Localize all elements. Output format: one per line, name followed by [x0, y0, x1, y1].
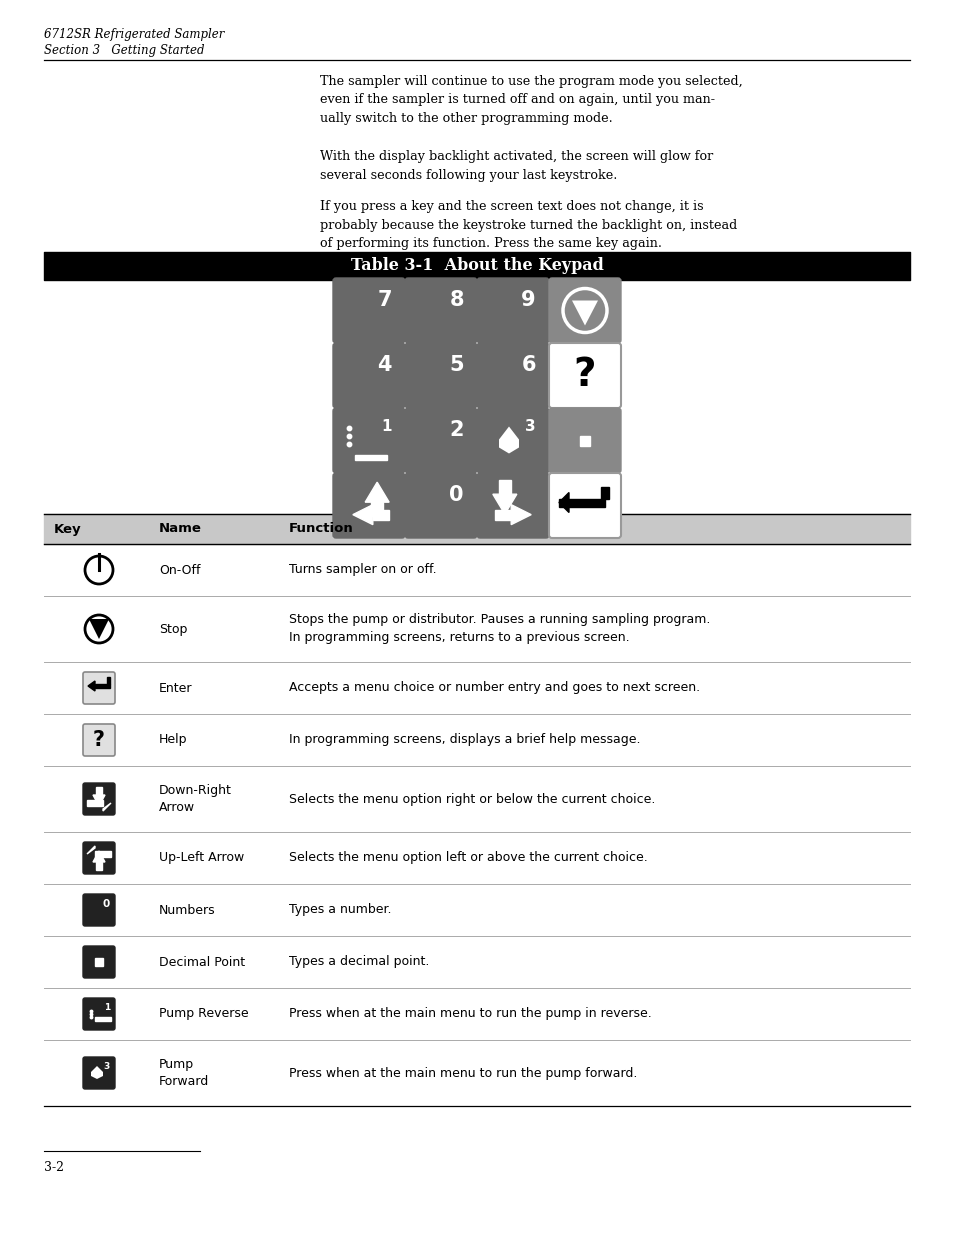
Polygon shape — [87, 846, 95, 853]
Text: 4: 4 — [377, 354, 392, 375]
Bar — [579, 436, 589, 446]
Polygon shape — [95, 684, 110, 688]
Text: Turns sampler on or off.: Turns sampler on or off. — [289, 563, 436, 577]
Polygon shape — [88, 680, 95, 692]
FancyBboxPatch shape — [405, 343, 476, 408]
FancyBboxPatch shape — [476, 278, 548, 343]
Text: Selects the menu option right or below the current choice.: Selects the menu option right or below t… — [289, 793, 655, 805]
Polygon shape — [558, 499, 604, 506]
FancyBboxPatch shape — [83, 842, 115, 874]
Text: Pump
Forward: Pump Forward — [159, 1058, 209, 1088]
Text: With the display backlight activated, the screen will glow for
several seconds f: With the display backlight activated, th… — [319, 149, 713, 182]
Text: 0: 0 — [449, 485, 463, 505]
Text: Section 3   Getting Started: Section 3 Getting Started — [44, 44, 204, 57]
Text: Help: Help — [159, 734, 188, 746]
Text: Types a decimal point.: Types a decimal point. — [289, 956, 429, 968]
Polygon shape — [355, 454, 387, 459]
Text: Table 3-1  About the Keypad: Table 3-1 About the Keypad — [350, 258, 603, 274]
Text: Enter: Enter — [159, 682, 193, 694]
FancyBboxPatch shape — [405, 408, 476, 473]
FancyBboxPatch shape — [83, 783, 115, 815]
Text: Name: Name — [159, 522, 202, 536]
FancyBboxPatch shape — [83, 724, 115, 756]
FancyBboxPatch shape — [83, 894, 115, 926]
FancyBboxPatch shape — [83, 672, 115, 704]
Polygon shape — [353, 505, 373, 525]
Text: Types a number.: Types a number. — [289, 904, 391, 916]
Text: 1: 1 — [104, 1003, 110, 1011]
Text: 0: 0 — [103, 899, 110, 909]
FancyBboxPatch shape — [405, 473, 476, 538]
FancyBboxPatch shape — [83, 998, 115, 1030]
Text: 3-2: 3-2 — [44, 1161, 64, 1174]
FancyBboxPatch shape — [333, 278, 405, 343]
FancyBboxPatch shape — [333, 473, 405, 538]
Text: Stop: Stop — [159, 622, 187, 636]
Text: Press when at the main menu to run the pump forward.: Press when at the main menu to run the p… — [289, 1067, 637, 1079]
Text: 7: 7 — [377, 290, 392, 310]
Text: Selects the menu option left or above the current choice.: Selects the menu option left or above th… — [289, 851, 647, 864]
Polygon shape — [511, 505, 531, 525]
Text: Numbers: Numbers — [159, 904, 215, 916]
Polygon shape — [96, 862, 102, 869]
Text: Key: Key — [54, 522, 82, 536]
Polygon shape — [89, 619, 109, 638]
Polygon shape — [87, 800, 103, 806]
Text: 1: 1 — [381, 419, 392, 433]
Text: Pump Reverse: Pump Reverse — [159, 1008, 249, 1020]
Polygon shape — [107, 677, 110, 684]
Polygon shape — [92, 795, 105, 806]
FancyBboxPatch shape — [476, 473, 548, 538]
Text: Accepts a menu choice or number entry and goes to next screen.: Accepts a menu choice or number entry an… — [289, 682, 700, 694]
Polygon shape — [493, 494, 517, 514]
Polygon shape — [96, 787, 102, 795]
FancyBboxPatch shape — [548, 408, 620, 473]
FancyBboxPatch shape — [333, 408, 405, 473]
Polygon shape — [365, 482, 389, 503]
Text: 6712SR Refrigerated Sampler: 6712SR Refrigerated Sampler — [44, 28, 224, 41]
Text: If you press a key and the screen text does not change, it is
probably because t: If you press a key and the screen text d… — [319, 200, 737, 249]
Text: ?: ? — [92, 730, 105, 750]
Polygon shape — [92, 851, 105, 862]
Text: Decimal Point: Decimal Point — [159, 956, 245, 968]
Polygon shape — [95, 851, 111, 857]
Text: 8: 8 — [449, 290, 463, 310]
FancyBboxPatch shape — [83, 946, 115, 978]
Text: 3: 3 — [104, 1062, 110, 1071]
Text: The sampler will continue to use the program mode you selected,
even if the samp: The sampler will continue to use the pro… — [319, 75, 742, 125]
Text: 9: 9 — [521, 290, 536, 310]
Text: 5: 5 — [449, 354, 463, 375]
Bar — [95, 958, 103, 966]
Polygon shape — [95, 1016, 111, 1021]
Text: 3: 3 — [525, 419, 536, 433]
Text: In programming screens, displays a brief help message.: In programming screens, displays a brief… — [289, 734, 639, 746]
Polygon shape — [558, 493, 568, 513]
Polygon shape — [600, 487, 608, 499]
Text: Stops the pump or distributor. Pauses a running sampling program.
In programming: Stops the pump or distributor. Pauses a … — [289, 614, 710, 645]
Polygon shape — [572, 300, 598, 326]
FancyBboxPatch shape — [83, 1057, 115, 1089]
Polygon shape — [373, 510, 389, 520]
FancyBboxPatch shape — [548, 473, 620, 538]
FancyBboxPatch shape — [476, 408, 548, 473]
Polygon shape — [498, 480, 510, 494]
Text: Up-Left Arrow: Up-Left Arrow — [159, 851, 244, 864]
FancyBboxPatch shape — [476, 343, 548, 408]
Polygon shape — [103, 803, 111, 811]
FancyBboxPatch shape — [333, 343, 405, 408]
Polygon shape — [495, 510, 511, 520]
Text: Down-Right
Arrow: Down-Right Arrow — [159, 784, 232, 814]
FancyBboxPatch shape — [548, 278, 620, 343]
Text: On-Off: On-Off — [159, 563, 200, 577]
Text: Press when at the main menu to run the pump in reverse.: Press when at the main menu to run the p… — [289, 1008, 651, 1020]
Text: 6: 6 — [521, 354, 536, 375]
FancyBboxPatch shape — [548, 343, 620, 408]
Text: ?: ? — [573, 357, 596, 394]
Polygon shape — [371, 503, 383, 516]
Polygon shape — [498, 426, 518, 453]
FancyBboxPatch shape — [405, 278, 476, 343]
Polygon shape — [91, 1066, 103, 1079]
Text: 2: 2 — [449, 420, 463, 440]
Text: Function: Function — [289, 522, 354, 536]
